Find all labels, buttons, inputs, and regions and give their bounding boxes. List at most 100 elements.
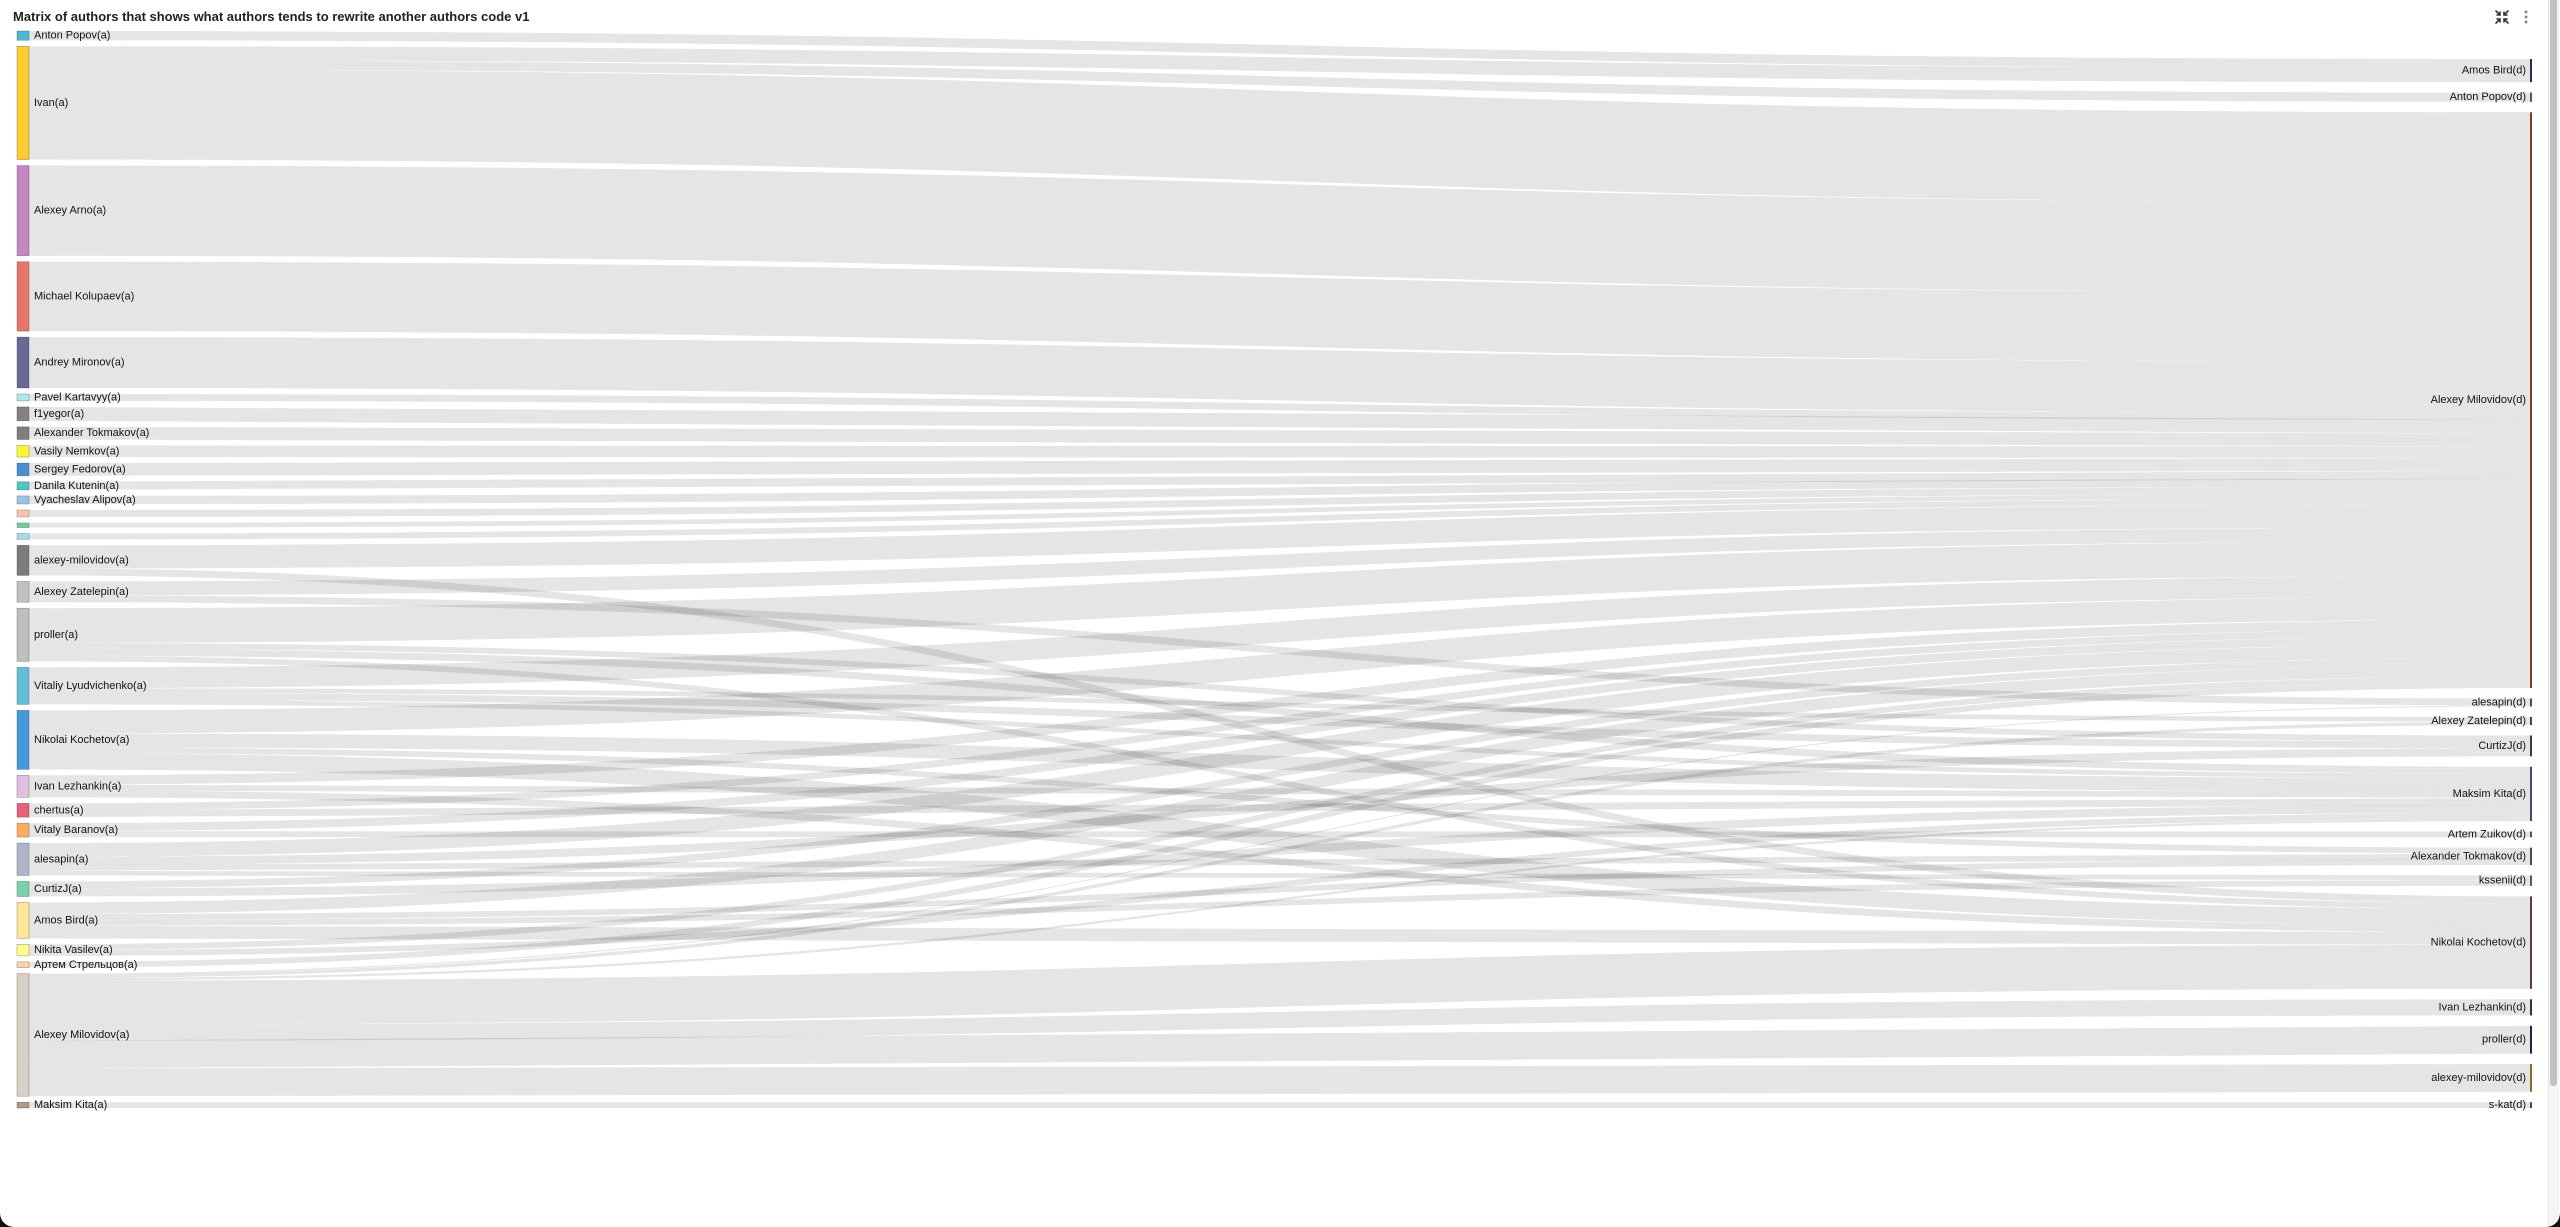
sankey-link[interactable] (28, 498, 2531, 540)
sankey-node[interactable] (2530, 875, 2532, 886)
sankey-node[interactable] (16, 45, 30, 160)
sankey-link[interactable] (28, 642, 2531, 742)
sankey-node[interactable] (2530, 112, 2532, 689)
sankey-link[interactable] (28, 470, 2531, 490)
sankey-link[interactable] (28, 655, 2531, 910)
kebab-menu-icon[interactable] (2518, 9, 2534, 25)
sankey-node[interactable] (16, 545, 30, 576)
sankey-node[interactable] (2530, 999, 2532, 1016)
sankey-node[interactable] (2530, 1025, 2532, 1054)
sankey-node[interactable] (16, 842, 30, 876)
sankey-link[interactable] (28, 393, 2531, 420)
sankey-node[interactable] (16, 481, 30, 491)
sankey-link[interactable] (28, 445, 2531, 458)
sankey-node[interactable] (16, 581, 30, 603)
sankey-link[interactable] (28, 60, 2531, 102)
sankey-link[interactable] (28, 1064, 2531, 1097)
sankey-node[interactable] (16, 495, 30, 505)
sankey-link[interactable] (28, 812, 2531, 956)
sankey-link[interactable] (28, 527, 2531, 596)
sankey-link[interactable] (28, 692, 2531, 749)
sankey-link[interactable] (28, 426, 2531, 447)
sankey-link[interactable] (28, 648, 2531, 774)
sankey-node[interactable] (2530, 896, 2532, 989)
sankey-link[interactable] (28, 69, 2531, 203)
sankey-node[interactable] (16, 902, 30, 939)
sankey-link[interactable] (28, 337, 2531, 413)
collapse-arrows-icon[interactable] (2494, 9, 2510, 25)
sankey-link[interactable] (28, 541, 2531, 643)
sankey-link[interactable] (28, 753, 2531, 926)
sankey-link[interactable] (28, 46, 2531, 83)
sankey-link[interactable] (28, 944, 2531, 1025)
sankey-node[interactable] (16, 509, 30, 518)
sankey-link[interactable] (28, 568, 2531, 904)
sankey-node[interactable] (16, 30, 30, 41)
sankey-link[interactable] (28, 30, 2531, 69)
sankey-node[interactable] (16, 393, 30, 402)
sankey-node[interactable] (2530, 716, 2532, 726)
sankey-node[interactable] (16, 165, 30, 257)
sankey-node[interactable] (16, 822, 30, 838)
sankey-node[interactable] (16, 973, 30, 1097)
sankey-node[interactable] (16, 261, 30, 332)
sankey-link[interactable] (28, 721, 2531, 979)
sankey-link[interactable] (28, 261, 2531, 362)
sankey-link[interactable] (28, 870, 2531, 881)
sankey-link[interactable] (28, 575, 2531, 689)
sankey-link[interactable] (28, 644, 2531, 857)
sankey-node[interactable] (16, 710, 30, 770)
sankey-node[interactable] (2530, 59, 2532, 83)
sankey-link[interactable] (28, 629, 2531, 811)
sankey-node[interactable] (16, 881, 30, 897)
sankey-node[interactable] (2530, 1102, 2532, 1108)
sankey-link[interactable] (28, 790, 2531, 933)
sankey-link[interactable] (28, 880, 2531, 926)
sankey-link[interactable] (28, 682, 2531, 968)
sankey-node[interactable] (2530, 847, 2532, 866)
sankey-link[interactable] (28, 688, 2531, 722)
sankey-link[interactable] (28, 797, 2531, 818)
sankey-node[interactable] (16, 961, 30, 968)
sankey-link[interactable] (28, 595, 2531, 706)
sankey-link[interactable] (28, 784, 2531, 798)
sankey-link[interactable] (28, 705, 2531, 975)
sankey-node[interactable] (16, 944, 30, 957)
sankey-node[interactable] (2530, 698, 2532, 707)
sankey-node[interactable] (16, 607, 30, 662)
sankey-node[interactable] (2530, 766, 2532, 822)
sankey-link[interactable] (28, 165, 2531, 293)
sankey-node[interactable] (2530, 92, 2532, 102)
sankey-node[interactable] (16, 445, 30, 458)
sankey-link[interactable] (28, 747, 2531, 854)
sankey-link[interactable] (28, 504, 2531, 569)
sankey-link[interactable] (28, 925, 2531, 945)
sankey-link[interactable] (28, 619, 2531, 785)
sankey-link[interactable] (28, 1025, 2531, 1069)
sankey-node[interactable] (16, 775, 30, 798)
sankey-link[interactable] (28, 457, 2531, 476)
sankey-node[interactable] (2530, 831, 2532, 838)
sankey-node[interactable] (2530, 1064, 2532, 1092)
sankey-link[interactable] (28, 635, 2531, 832)
sankey-link[interactable] (28, 664, 2531, 915)
sankey-link[interactable] (28, 853, 2531, 871)
sankey-link[interactable] (28, 676, 2531, 951)
sankey-node[interactable] (16, 522, 30, 528)
sankey-link[interactable] (28, 699, 2531, 779)
sankey-link[interactable] (28, 596, 2531, 734)
sankey-link[interactable] (28, 478, 2531, 504)
vertical-scrollbar[interactable] (2548, 0, 2559, 1227)
sankey-node[interactable] (16, 336, 30, 389)
sankey-link[interactable] (28, 859, 2531, 920)
sankey-node[interactable] (16, 462, 30, 477)
sankey-link[interactable] (28, 818, 2531, 981)
sankey-link[interactable] (28, 748, 2531, 866)
scrollbar-thumb[interactable] (2550, 0, 2557, 1086)
sankey-link[interactable] (28, 999, 2531, 1041)
sankey-node[interactable] (16, 533, 30, 540)
sankey-node[interactable] (16, 803, 30, 818)
sankey-node[interactable] (16, 667, 30, 705)
sankey-link[interactable] (28, 493, 2531, 528)
sankey-link[interactable] (28, 406, 2531, 434)
